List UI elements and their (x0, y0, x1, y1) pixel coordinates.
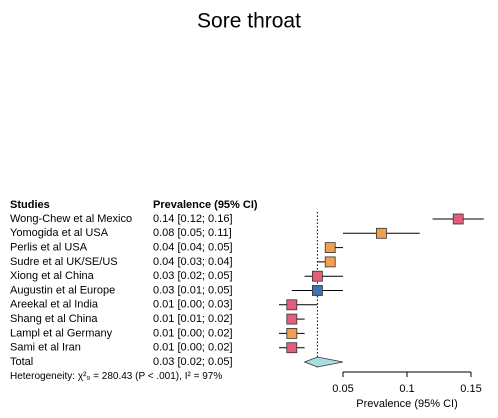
total-value-label: 0.03 [0.02; 0.05] (153, 356, 233, 368)
value-label: 0.03 [0.01; 0.05] (153, 284, 233, 296)
value-label: 0.04 [0.03; 0.04] (153, 256, 233, 268)
estimate-square (452, 213, 464, 225)
value-label: 0.01 [0.00; 0.03] (153, 299, 233, 311)
estimate-square (324, 256, 336, 268)
study-label: Areekal et al India (10, 299, 99, 311)
column-header: Prevalence (95% CI) (153, 199, 258, 211)
estimate-square (286, 327, 298, 339)
study-label: Sudre et al UK/SE/US (10, 256, 118, 268)
estimate-square (286, 313, 298, 325)
study-label: Yomogida et al USA (10, 227, 109, 239)
estimate-square (324, 242, 336, 254)
value-label: 0.14 [0.12; 0.16] (153, 213, 233, 225)
value-label: 0.01 [0.01; 0.02] (153, 313, 233, 325)
study-label: Xiong et al China (10, 270, 95, 282)
value-label: 0.04 [0.04; 0.05] (153, 242, 233, 254)
x-tick-label: 0.05 (332, 383, 353, 395)
estimate-square (311, 270, 323, 282)
study-label: Sami et al Iran (10, 342, 81, 354)
value-label: 0.01 [0.00; 0.02] (153, 342, 233, 354)
study-label: Perlis et al USA (10, 242, 88, 254)
value-label: 0.01 [0.00; 0.02] (153, 327, 233, 339)
value-label: 0.08 [0.05; 0.11] (153, 227, 232, 239)
x-axis-label: Prevalence (95% CI) (356, 398, 458, 410)
x-tick-label: 0.1 (399, 383, 414, 395)
total-label: Total (10, 356, 33, 368)
study-label: Augustin et al Europe (10, 284, 115, 296)
x-tick-label: 0.15 (460, 383, 481, 395)
value-label: 0.03 [0.02; 0.05] (153, 270, 233, 282)
study-label: Shang et al China (10, 313, 98, 325)
estimate-square (375, 227, 387, 239)
column-header: Studies (10, 199, 50, 211)
chart-title: Sore throat (197, 10, 301, 33)
study-label: Lampl et al Germany (10, 327, 113, 339)
study-label: Wong-Chew et al Mexico (10, 213, 132, 225)
heterogeneity: Heterogeneity: χ²₉ = 280.43 (P < .001), … (10, 371, 222, 382)
estimate-square (286, 299, 298, 311)
estimate-square (286, 342, 298, 354)
total-diamond (303, 356, 344, 368)
estimate-square (311, 285, 323, 296)
